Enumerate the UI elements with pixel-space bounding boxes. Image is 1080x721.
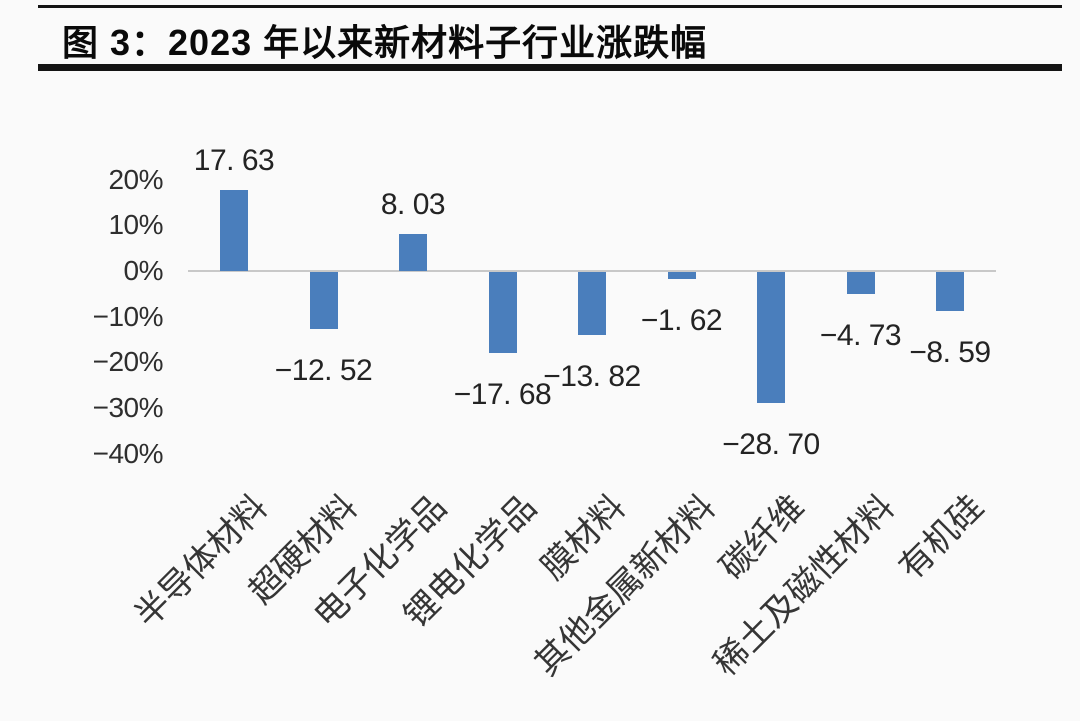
value-label-4: −17. 68	[453, 377, 552, 411]
title-top-rule	[38, 5, 1062, 8]
bar-5	[578, 272, 606, 336]
y-axis-tick-label: −30%	[92, 392, 164, 424]
bar-3	[399, 234, 427, 271]
value-label-3: 8. 03	[380, 188, 446, 222]
y-axis-tick-label: −40%	[92, 437, 164, 469]
bar-1	[220, 190, 248, 271]
y-axis-tick-label: 0%	[123, 255, 164, 286]
value-label-6: −1. 62	[640, 304, 723, 338]
bar-9	[936, 272, 964, 312]
value-label-9: −8. 59	[909, 336, 991, 370]
y-axis-tick-label: −10%	[92, 300, 164, 332]
bar-7	[757, 272, 785, 404]
value-label-2: −12. 52	[274, 354, 373, 388]
bar-2	[309, 272, 338, 330]
value-label-5: −13. 82	[543, 360, 641, 394]
bar-6	[667, 272, 696, 280]
x-axis-line	[188, 270, 996, 272]
title-bottom-rule	[38, 64, 1062, 71]
y-axis-tick-label: 20%	[108, 163, 163, 195]
figure-title: 图 3：2023 年以来新材料子行业涨跌幅	[62, 22, 708, 63]
bar-8	[846, 272, 875, 294]
category-label-1: 半导体材料	[127, 488, 275, 636]
value-label-1: 17. 63	[193, 144, 275, 178]
bar-chart: 20% 10% 0% −10% −20% −30% −40% 17. 63 半导体材料 −12. …	[0, 71, 1080, 721]
y-axis-tick-label: −20%	[92, 346, 164, 378]
category-label-9: 有机硅	[891, 488, 991, 587]
value-label-8: −4. 73	[819, 318, 902, 352]
y-axis-tick-label: 10%	[108, 209, 163, 241]
bar-4	[488, 272, 517, 353]
value-label-7: −28. 70	[722, 428, 820, 462]
